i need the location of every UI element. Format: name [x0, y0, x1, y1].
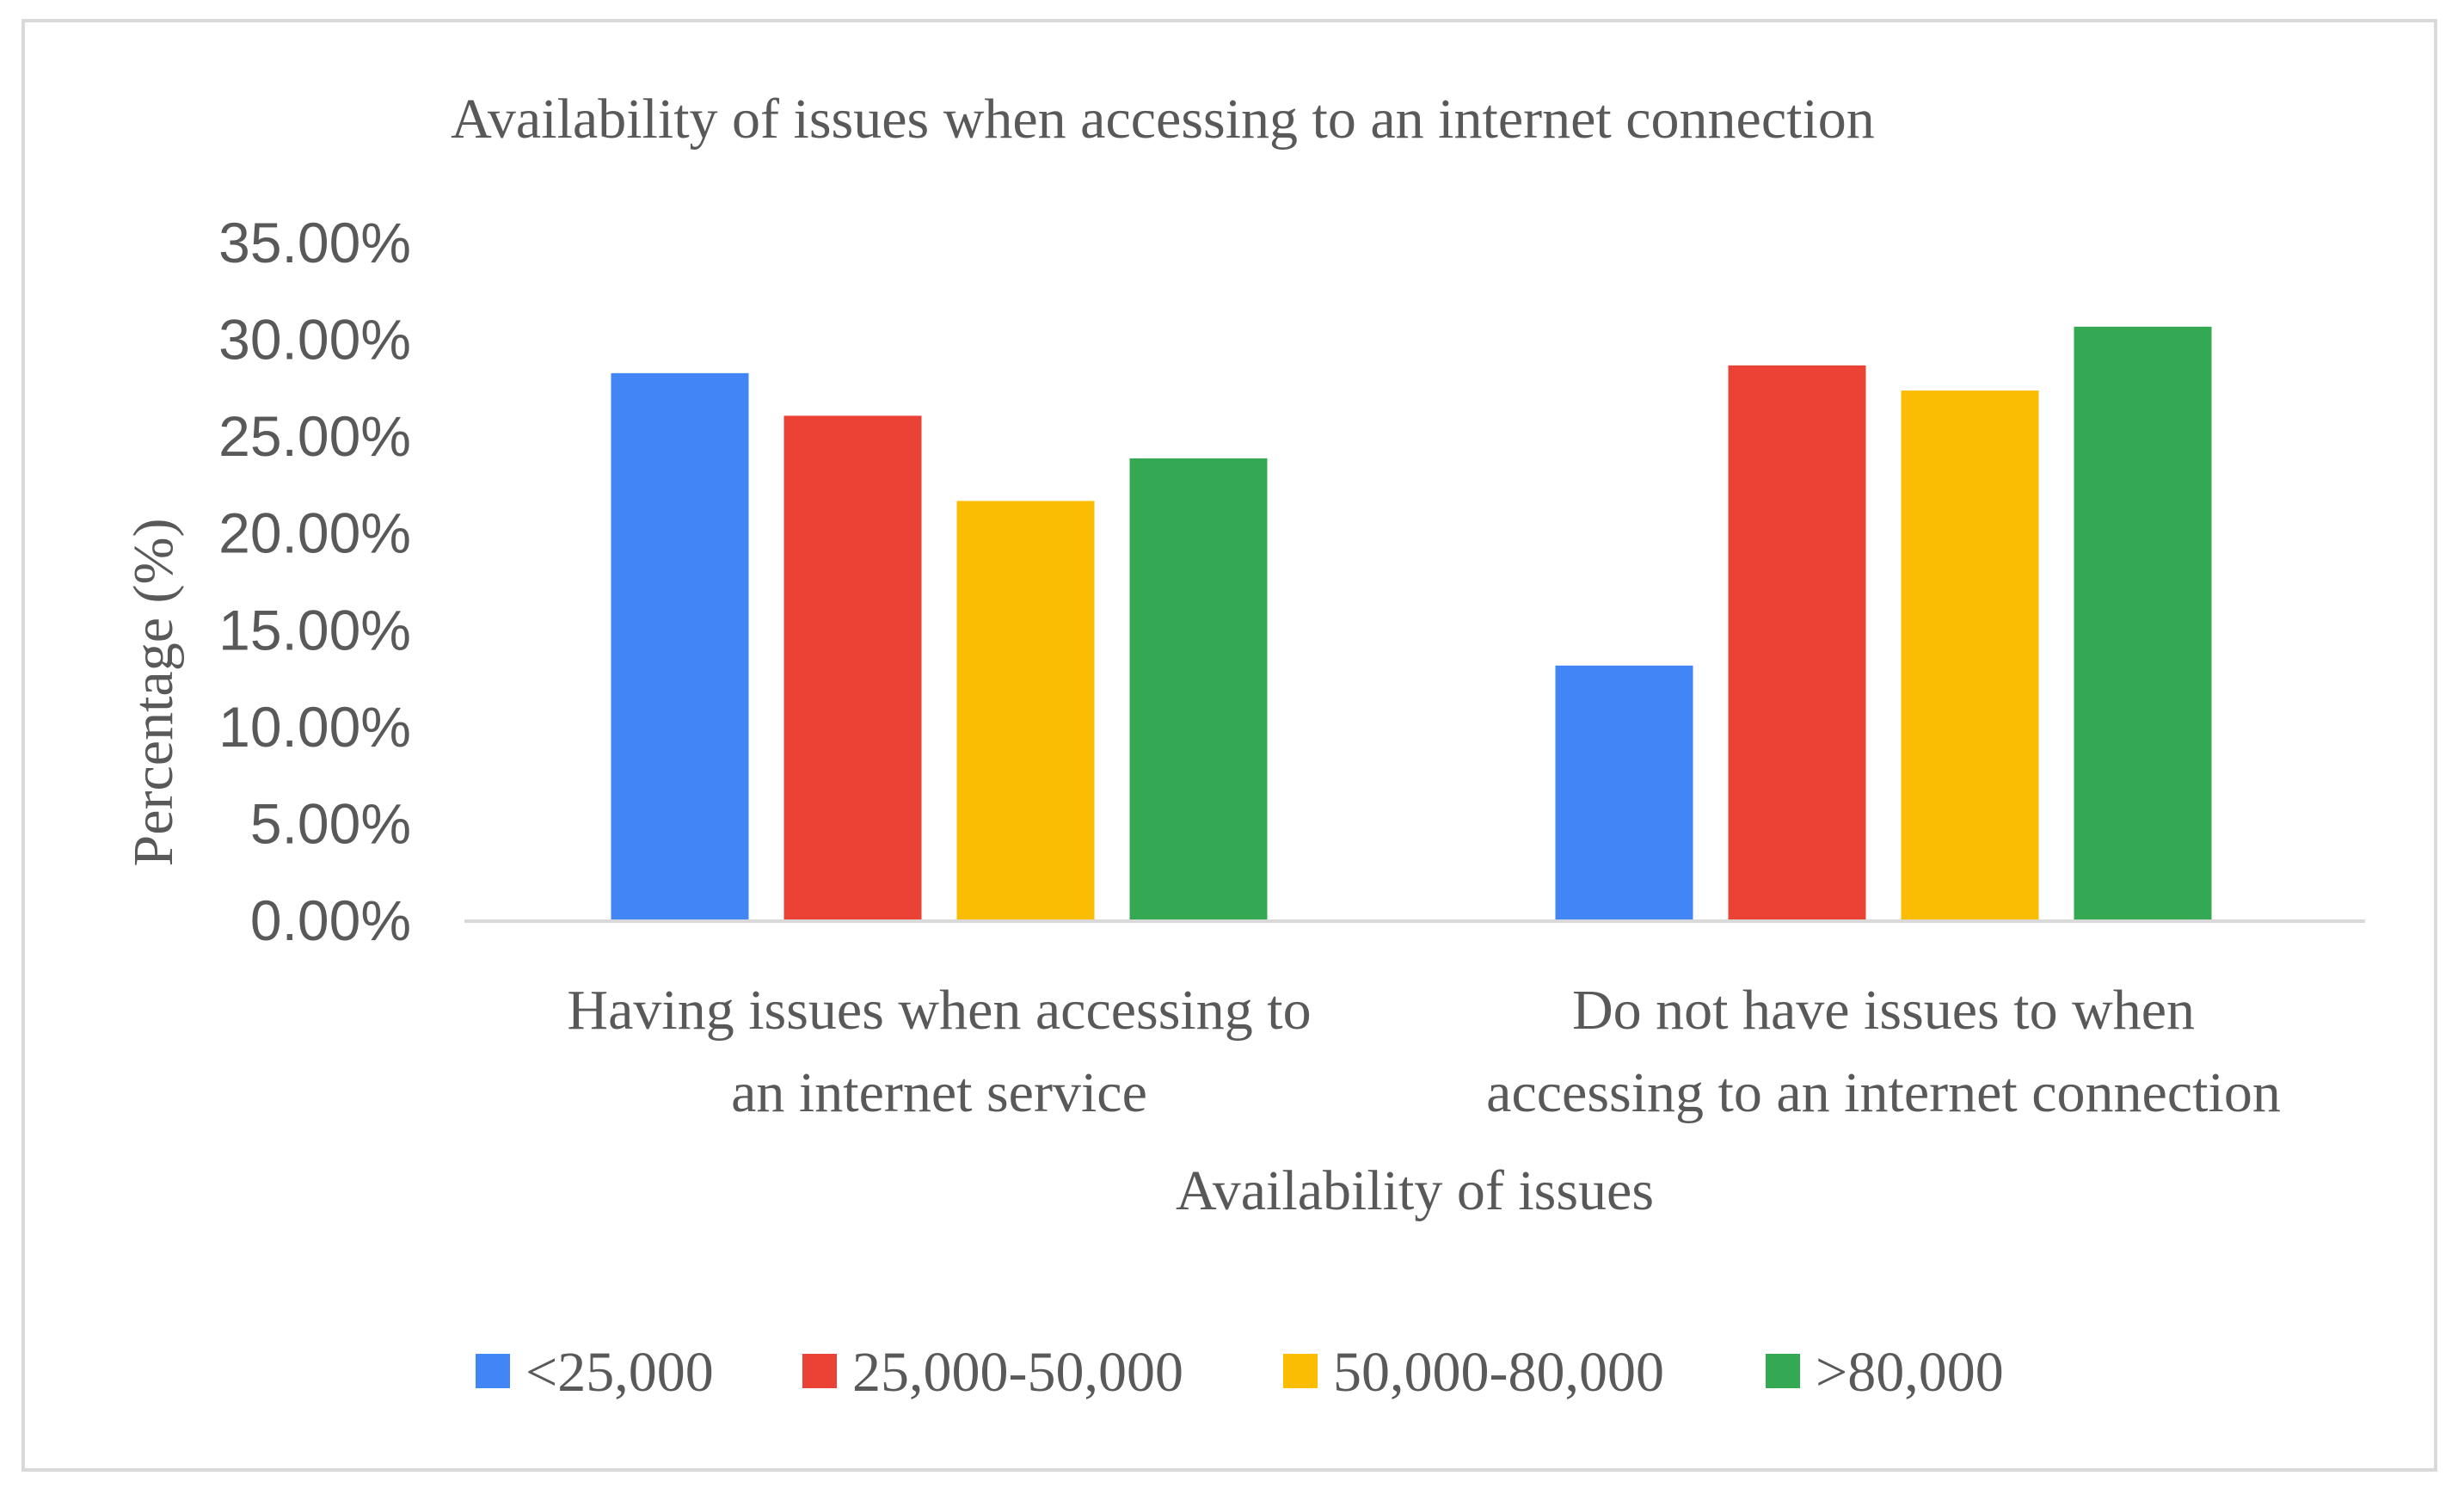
y-tick-label: 10.00%	[218, 695, 411, 759]
y-tick-label: 25.00%	[218, 404, 411, 468]
legend-label: <25,000	[525, 1341, 714, 1404]
x-category-label: accessing to an internet connection	[1486, 1061, 2281, 1124]
y-axis-label: Percentage (%)	[122, 519, 185, 867]
chart-title: Availability of issues when accessing to…	[451, 88, 1875, 151]
legend-label: >80,000	[1816, 1341, 2004, 1404]
bar	[783, 415, 922, 921]
bar	[956, 501, 1095, 921]
y-tick-label: 5.00%	[250, 791, 411, 855]
x-axis-label: Availability of issues	[1176, 1159, 1654, 1222]
legend-swatch	[1766, 1354, 1800, 1388]
bar	[611, 372, 749, 921]
bars-group	[611, 326, 2212, 922]
legend-label: 25,000-50,000	[852, 1341, 1183, 1404]
legend-swatch	[476, 1354, 510, 1388]
legend-swatch	[802, 1354, 837, 1388]
bar	[1901, 390, 2039, 921]
legend-swatch	[1283, 1354, 1318, 1388]
bar	[2074, 326, 2212, 922]
x-category-label: Do not have issues to when	[1572, 979, 2195, 1042]
y-tick-label: 30.00%	[218, 308, 411, 372]
bar	[1129, 458, 1268, 921]
y-tick-label: 15.00%	[218, 598, 411, 661]
y-tick-label: 20.00%	[218, 501, 411, 565]
bar	[1555, 665, 1693, 921]
y-tick-label: 0.00%	[250, 888, 411, 952]
y-axis-ticks: 0.00% 5.00% 10.00% 15.00% 20.00% 25.00% 30.00%…	[218, 211, 411, 952]
legend-label: 50,000-80,000	[1333, 1341, 1664, 1404]
x-axis-categories: Having issues when accessing to an intern…	[567, 979, 2280, 1124]
x-category-label: an internet service	[731, 1061, 1147, 1124]
legend: <25,000 25,000-50,000 50,000-80,000 >80,000	[476, 1341, 2004, 1404]
y-tick-label: 35.00%	[218, 211, 411, 274]
x-category-label: Having issues when accessing to	[567, 979, 1311, 1042]
bar	[1728, 365, 1866, 922]
